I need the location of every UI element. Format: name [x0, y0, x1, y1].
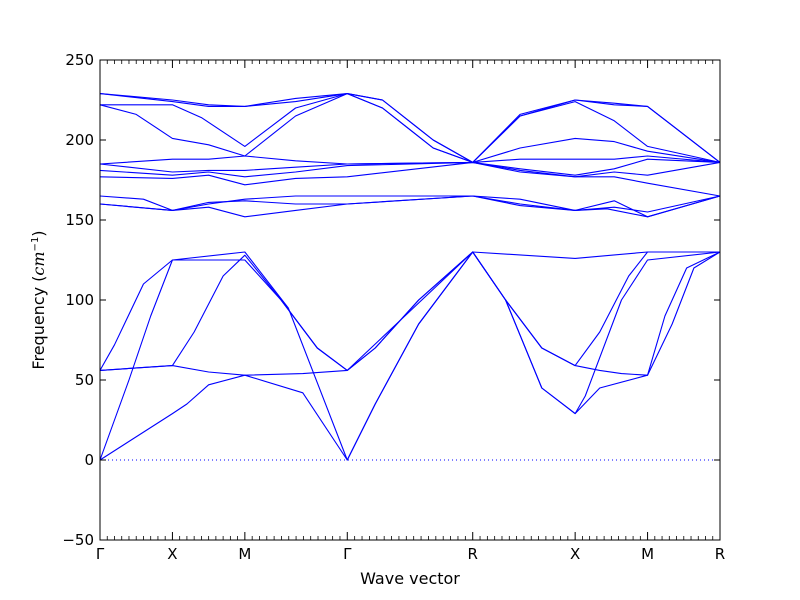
- band-line-7: [99, 195, 721, 218]
- x-axis-label: Wave vector: [360, 569, 460, 588]
- band-line-12: [99, 155, 721, 165]
- x-tick-label: Γ: [343, 545, 352, 563]
- band-line-16: [99, 93, 721, 163]
- band-line-2: [99, 251, 721, 461]
- y-tick-label: 150: [65, 211, 94, 229]
- y-axis-label-exponent: −1: [30, 237, 41, 252]
- y-tick-label: 0: [84, 451, 94, 469]
- y-axis-label-suffix: ): [29, 230, 48, 236]
- y-axis-label-unit: cm: [29, 251, 48, 275]
- x-tick-label: M: [238, 545, 251, 563]
- x-tick-label: X: [167, 545, 177, 563]
- x-tick-label: X: [570, 545, 580, 563]
- x-tick-label: R: [468, 545, 478, 563]
- series-layer: [99, 93, 721, 461]
- x-tick-label: M: [641, 545, 654, 563]
- y-tick-label: 100: [65, 291, 94, 309]
- plot-frame: [99, 59, 721, 541]
- x-tick-label: R: [715, 545, 725, 563]
- x-tick-label: Γ: [96, 545, 105, 563]
- band-line-14: [100, 93, 721, 163]
- y-tick-label: 50: [75, 371, 94, 389]
- y-tick-label: 250: [65, 51, 94, 69]
- y-axis-label: Frequency (cm−1): [29, 230, 48, 369]
- y-axis-label-prefix: Frequency (: [29, 276, 48, 370]
- y-tick-label: −50: [62, 531, 94, 549]
- band-line-9: [99, 161, 721, 197]
- ticks-layer: −50 0 50 100 150 200 250 Γ X M Γ R X M R: [62, 51, 725, 563]
- band-line-5: [99, 251, 720, 376]
- band-line-4: [99, 251, 721, 376]
- band-line-1: [99, 251, 721, 461]
- y-tick-label: 200: [65, 131, 94, 149]
- band-line-10: [99, 161, 721, 178]
- band-line-8: [99, 195, 721, 213]
